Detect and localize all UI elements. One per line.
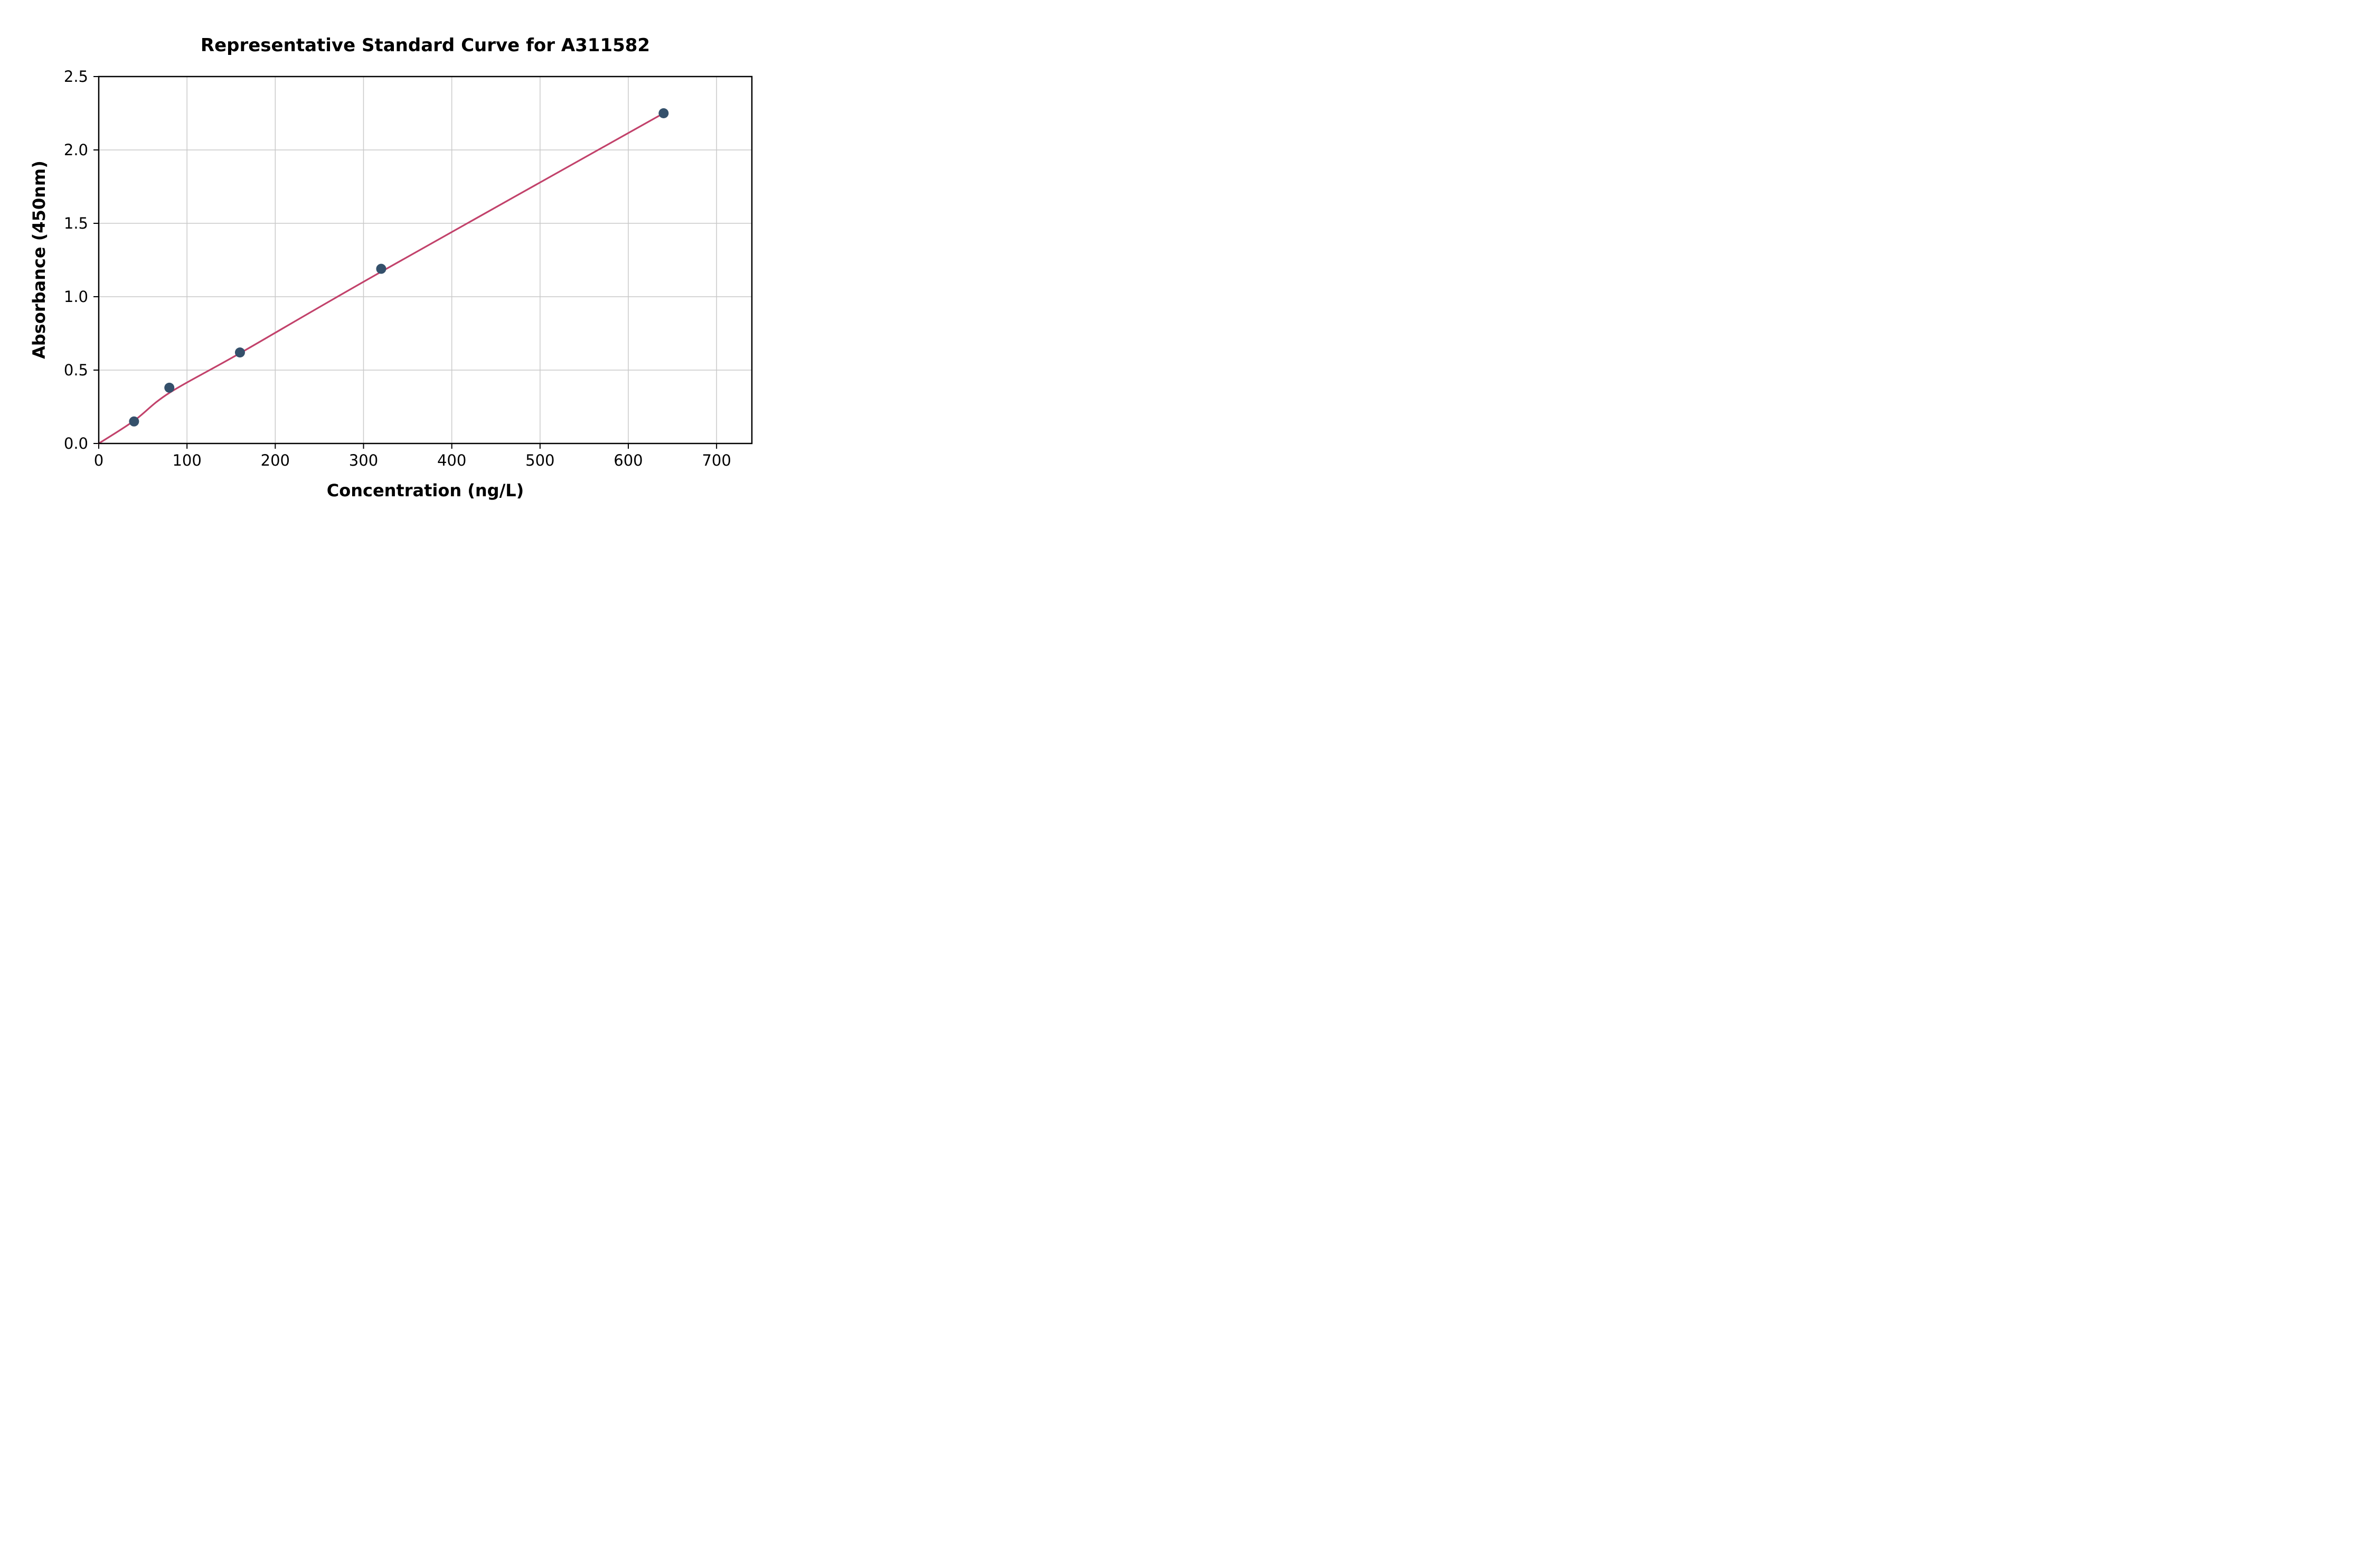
x-tick-label: 600 <box>614 451 643 469</box>
data-point <box>164 382 175 393</box>
y-tick-label: 0.5 <box>64 361 88 379</box>
chart-title: Representative Standard Curve for A31158… <box>200 35 650 56</box>
x-axis-label: Concentration (ng/L) <box>326 480 524 500</box>
data-point <box>376 263 386 274</box>
x-tick-label: 700 <box>702 451 731 469</box>
x-tick-label: 100 <box>172 451 201 469</box>
plot-area: 0 100 200 300 400 500 600 700 0.0 0.5 1.0 1.5 2.0 2.5 <box>64 68 753 469</box>
x-tick-label: 200 <box>261 451 290 469</box>
axis-frame <box>98 75 753 445</box>
y-tick-label: 2.5 <box>64 68 88 86</box>
y-tick-label: 0.0 <box>64 434 88 452</box>
y-axis-label: Absorbance (450nm) <box>29 160 49 359</box>
x-tick-label: 400 <box>437 451 466 469</box>
fit-curve-line <box>98 112 665 445</box>
y-tick-label: 1.0 <box>64 288 88 306</box>
x-tick-label: 500 <box>525 451 554 469</box>
y-tick-label: 1.5 <box>64 214 88 232</box>
x-tick-label: 300 <box>349 451 378 469</box>
data-point <box>234 347 245 358</box>
data-point <box>129 416 139 427</box>
data-point <box>658 108 669 118</box>
y-tick-label: 2.0 <box>64 141 88 159</box>
x-tick-label: 0 <box>94 451 103 469</box>
chart-figure: Representative Standard Curve for A31158… <box>0 0 792 523</box>
